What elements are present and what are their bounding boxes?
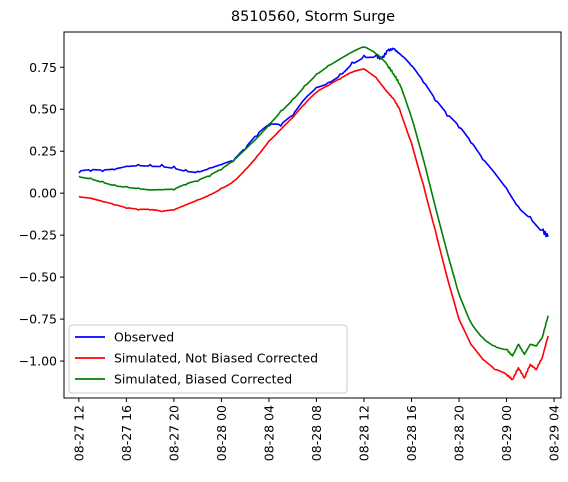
x-tick-label: 08-27 20: [166, 405, 181, 461]
y-tick-label: 0.25: [29, 144, 57, 159]
series-line-1: [78, 47, 549, 238]
x-tick-label: 08-28 00: [214, 405, 229, 461]
x-tick-label: 08-28 04: [261, 405, 276, 461]
x-tick-label: 08-28 12: [356, 405, 371, 461]
chart-title: 8510560, Storm Surge: [231, 9, 395, 25]
x-tick-label: 08-28 20: [452, 405, 467, 461]
plot-frame: [63, 31, 562, 399]
series-layer: [78, 46, 549, 381]
y-tick-label: −0.75: [19, 312, 57, 327]
y-tick-label: −1.00: [19, 354, 57, 369]
series-line-2: [78, 68, 549, 381]
legend-label-observed: Observed: [114, 330, 174, 345]
y-tick-label: 0.50: [29, 102, 57, 117]
x-tick-label: 08-28 16: [404, 405, 419, 461]
x-tick-label: 08-29 00: [499, 405, 514, 461]
x-tick-label: 08-29 04: [547, 405, 562, 461]
x-tick-label: 08-27 16: [119, 405, 134, 461]
y-tick-label: −0.50: [19, 270, 57, 285]
legend-label-bias-corrected: Simulated, Biased Corrected: [114, 372, 292, 387]
legend-entries: Observed Simulated, Not Biased Corrected…: [75, 330, 318, 387]
series-line-3: [78, 46, 549, 357]
legend: Observed Simulated, Not Biased Corrected…: [68, 324, 348, 394]
legend-box: [68, 324, 348, 394]
x-axis: 08-27 12 08-27 16 08-27 20 08-28 00 08-28 04…: [71, 398, 562, 461]
legend-label-not-bias-corrected: Simulated, Not Biased Corrected: [114, 351, 318, 366]
x-tick-label: 08-28 08: [309, 405, 324, 461]
y-tick-label: 0.00: [29, 186, 57, 201]
y-axis: 0.75 0.50 0.25 0.00 −0.25 −0.50 −0.75 −1.00: [19, 60, 64, 369]
y-tick-label: −0.25: [19, 228, 57, 243]
x-tick-label: 08-27 12: [71, 405, 86, 461]
y-tick-label: 0.75: [29, 60, 57, 75]
